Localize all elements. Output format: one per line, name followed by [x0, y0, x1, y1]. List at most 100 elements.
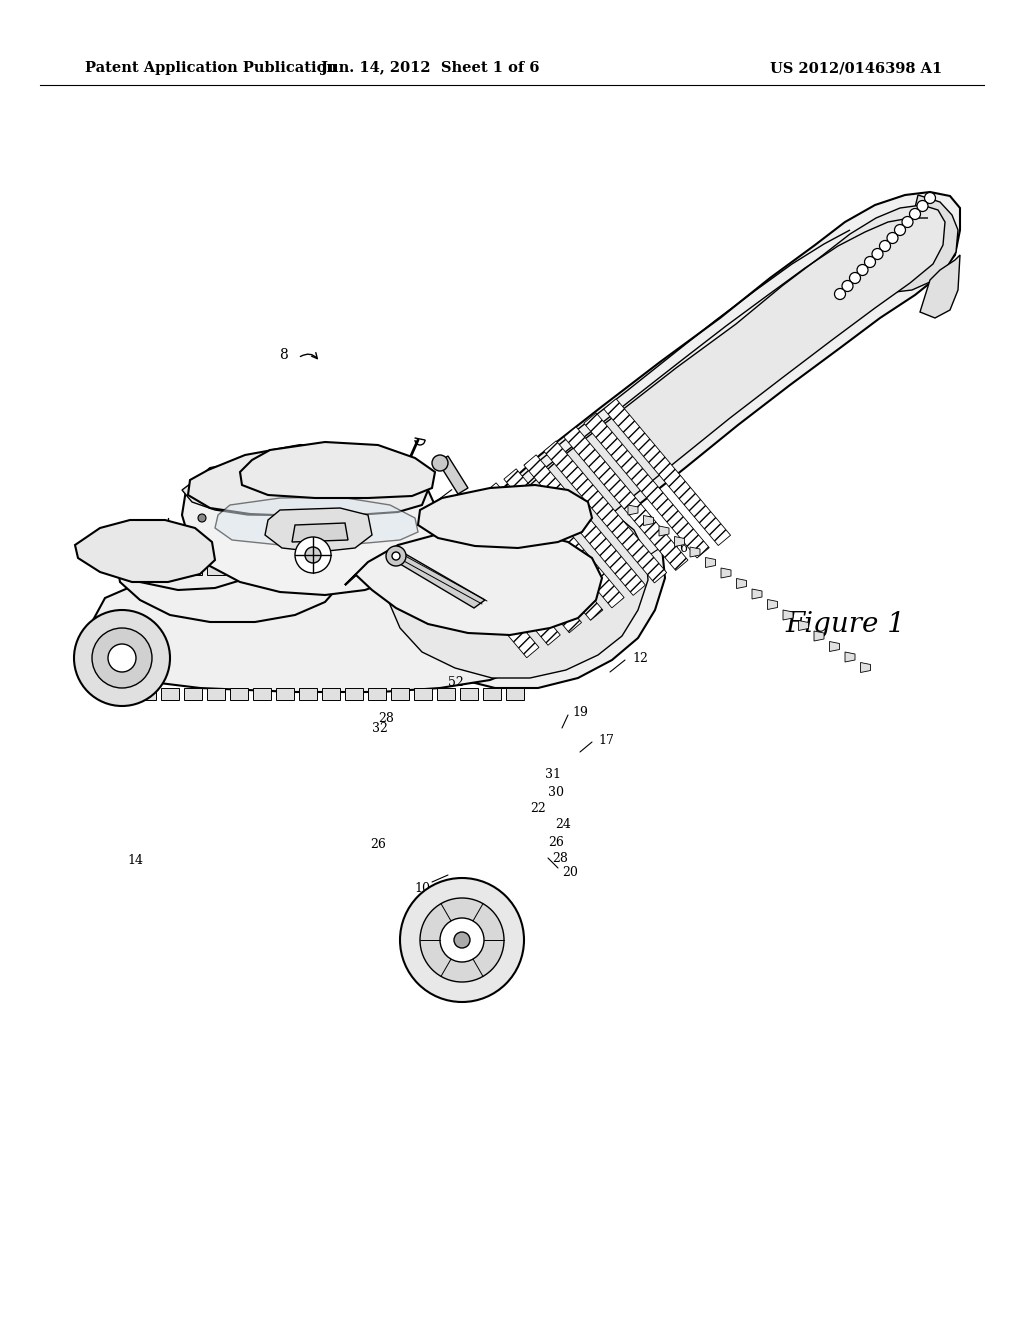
- Circle shape: [925, 193, 936, 203]
- Circle shape: [895, 224, 905, 235]
- Circle shape: [880, 240, 891, 252]
- Circle shape: [835, 289, 846, 300]
- Polygon shape: [299, 564, 317, 576]
- Polygon shape: [752, 589, 762, 599]
- Polygon shape: [452, 205, 945, 601]
- Polygon shape: [414, 564, 432, 576]
- Text: 15: 15: [442, 899, 458, 912]
- Polygon shape: [322, 564, 340, 576]
- Polygon shape: [443, 511, 560, 645]
- Polygon shape: [207, 688, 225, 700]
- Circle shape: [909, 209, 921, 219]
- Polygon shape: [659, 525, 669, 536]
- Text: 20: 20: [562, 866, 578, 879]
- Text: 18: 18: [497, 913, 513, 927]
- Circle shape: [74, 610, 170, 706]
- Polygon shape: [920, 255, 961, 318]
- Text: 16: 16: [672, 541, 688, 554]
- Circle shape: [198, 513, 206, 521]
- Polygon shape: [506, 688, 524, 700]
- Polygon shape: [182, 455, 438, 595]
- Polygon shape: [483, 688, 501, 700]
- Polygon shape: [115, 688, 133, 700]
- Text: Jun. 14, 2012  Sheet 1 of 6: Jun. 14, 2012 Sheet 1 of 6: [321, 61, 540, 75]
- Polygon shape: [345, 531, 602, 635]
- Text: 12: 12: [632, 652, 648, 664]
- Polygon shape: [895, 195, 958, 292]
- Text: D: D: [423, 536, 433, 549]
- Polygon shape: [378, 490, 665, 688]
- Polygon shape: [388, 498, 648, 678]
- Polygon shape: [783, 610, 793, 620]
- Polygon shape: [414, 688, 432, 700]
- Polygon shape: [768, 599, 777, 610]
- Polygon shape: [584, 413, 710, 558]
- Polygon shape: [564, 426, 688, 570]
- Polygon shape: [240, 442, 435, 498]
- Polygon shape: [437, 688, 455, 700]
- Polygon shape: [544, 441, 667, 583]
- Polygon shape: [690, 546, 700, 557]
- Circle shape: [902, 216, 913, 227]
- Text: 32: 32: [372, 722, 388, 734]
- Polygon shape: [438, 455, 468, 494]
- Polygon shape: [721, 568, 731, 578]
- Circle shape: [386, 546, 406, 566]
- Polygon shape: [829, 642, 840, 652]
- Polygon shape: [483, 564, 501, 576]
- Circle shape: [454, 932, 470, 948]
- Circle shape: [872, 248, 883, 260]
- Polygon shape: [184, 564, 202, 576]
- Polygon shape: [276, 564, 294, 576]
- Text: 112: 112: [346, 490, 452, 566]
- Polygon shape: [118, 528, 340, 622]
- Polygon shape: [391, 564, 409, 576]
- Polygon shape: [814, 631, 824, 642]
- Text: 8: 8: [279, 348, 288, 362]
- Circle shape: [887, 232, 898, 243]
- Circle shape: [850, 272, 860, 284]
- Circle shape: [392, 552, 400, 560]
- Polygon shape: [424, 525, 539, 657]
- Circle shape: [108, 644, 136, 672]
- Text: 14: 14: [127, 854, 143, 866]
- Polygon shape: [418, 484, 592, 548]
- Polygon shape: [675, 536, 684, 546]
- Circle shape: [918, 201, 928, 211]
- Text: 10: 10: [414, 882, 430, 895]
- Polygon shape: [75, 520, 215, 582]
- Polygon shape: [115, 564, 133, 576]
- Polygon shape: [706, 557, 716, 568]
- Polygon shape: [845, 652, 855, 663]
- Polygon shape: [161, 564, 179, 576]
- Text: 52: 52: [449, 676, 464, 689]
- Polygon shape: [188, 445, 428, 516]
- Text: 17: 17: [598, 734, 613, 747]
- Polygon shape: [230, 564, 248, 576]
- Polygon shape: [860, 663, 870, 672]
- Polygon shape: [504, 469, 624, 607]
- Polygon shape: [368, 688, 386, 700]
- Polygon shape: [437, 564, 455, 576]
- Polygon shape: [265, 508, 372, 552]
- Polygon shape: [322, 688, 340, 700]
- Polygon shape: [276, 688, 294, 700]
- Circle shape: [305, 546, 321, 564]
- Circle shape: [295, 537, 331, 573]
- Polygon shape: [484, 483, 603, 620]
- Polygon shape: [345, 688, 362, 700]
- Text: 26: 26: [548, 836, 564, 849]
- Text: 24: 24: [555, 818, 570, 832]
- Polygon shape: [207, 564, 225, 576]
- Polygon shape: [182, 466, 336, 515]
- Polygon shape: [464, 496, 582, 632]
- Polygon shape: [460, 564, 478, 576]
- Text: 30: 30: [548, 785, 564, 799]
- Polygon shape: [345, 564, 362, 576]
- Polygon shape: [253, 688, 271, 700]
- Polygon shape: [95, 531, 262, 590]
- Polygon shape: [230, 688, 248, 700]
- Circle shape: [420, 898, 504, 982]
- Circle shape: [857, 264, 868, 276]
- Polygon shape: [161, 688, 179, 700]
